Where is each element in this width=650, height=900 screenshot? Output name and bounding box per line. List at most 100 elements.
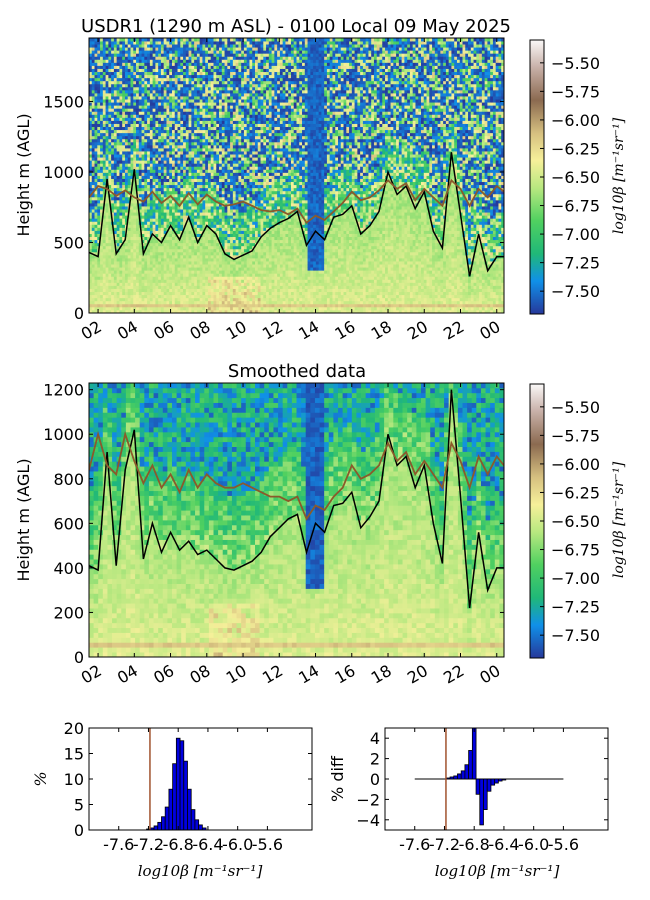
heatmap-cell	[102, 306, 106, 311]
heatmap-cell	[210, 105, 214, 109]
heatmap-cell	[89, 285, 93, 289]
heatmap-cell	[213, 279, 217, 283]
heatmap-cell	[207, 117, 212, 121]
heatmap-cell	[174, 245, 178, 250]
heatmap-cell	[230, 102, 234, 106]
heatmap-cell	[155, 199, 159, 204]
heatmap-cell	[205, 59, 209, 63]
heatmap-cell	[108, 193, 112, 198]
heatmap-cell	[224, 117, 228, 121]
heatmap-cell	[196, 144, 201, 149]
heatmap-cell	[111, 175, 115, 179]
heatmap-cell	[191, 108, 195, 112]
heatmap-cell	[213, 175, 217, 179]
heatmap-cell	[174, 89, 178, 94]
heatmap-cell	[194, 151, 198, 155]
heatmap-cell	[194, 261, 198, 265]
heatmap-cell	[185, 279, 189, 283]
heatmap-cell	[166, 53, 170, 57]
heatmap-cell	[227, 151, 231, 155]
heatmap-cell	[207, 267, 212, 271]
heatmap-cell	[116, 206, 120, 210]
heatmap-cell	[97, 129, 101, 134]
heatmap-cell	[111, 163, 115, 167]
heatmap-cell	[185, 306, 189, 311]
heatmap-cell	[207, 154, 212, 158]
heatmap-cell	[174, 236, 178, 241]
heatmap-cell	[191, 206, 195, 210]
heatmap-cell	[210, 309, 214, 313]
heatmap-cell	[216, 294, 220, 299]
heatmap-cell	[202, 273, 206, 277]
heatmap-cell	[224, 196, 228, 201]
heatmap-cell	[97, 236, 101, 241]
heatmap-cell	[94, 71, 98, 76]
heatmap-cell	[238, 251, 242, 256]
heatmap-cell	[160, 279, 165, 283]
heatmap-cell	[196, 303, 201, 308]
heatmap-cell	[219, 169, 223, 173]
heatmap-cell	[188, 309, 192, 313]
heatmap-cell	[188, 126, 192, 131]
heatmap-cell	[169, 50, 173, 54]
heatmap-cell	[124, 120, 129, 124]
heatmap-cell	[235, 111, 239, 115]
heatmap-cell	[199, 282, 203, 286]
heatmap-cell	[207, 300, 212, 305]
heatmap-cell	[219, 102, 223, 106]
heatmap-cell	[216, 270, 220, 274]
heatmap-cell	[169, 172, 173, 176]
heatmap-cell	[163, 175, 167, 179]
heatmap-cell	[227, 196, 231, 201]
heatmap-cell	[230, 96, 234, 100]
heatmap-cell	[180, 99, 184, 103]
heatmap-cell	[221, 245, 225, 250]
heatmap-cell	[102, 44, 106, 48]
heatmap-cell	[180, 175, 184, 179]
heatmap-cell	[116, 89, 120, 94]
heatmap-cell	[155, 108, 159, 112]
heatmap-cell	[113, 111, 118, 115]
heatmap-cell	[152, 120, 156, 124]
heatmap-cell	[232, 236, 237, 241]
heatmap-cell	[191, 53, 195, 57]
heatmap-cell	[227, 47, 231, 51]
heatmap-cell	[188, 108, 192, 112]
heatmap-cell	[105, 190, 109, 195]
heatmap-cell	[133, 267, 137, 271]
heatmap-cell	[152, 248, 156, 253]
heatmap-cell	[221, 209, 225, 213]
heatmap-cell	[105, 251, 109, 256]
heatmap-cell	[172, 38, 176, 42]
heatmap-cell	[122, 71, 126, 76]
heatmap-cell	[207, 138, 212, 143]
heatmap-cell	[177, 285, 181, 289]
heatmap-cell	[174, 41, 178, 45]
heatmap-cell	[138, 215, 142, 219]
heatmap-cell	[89, 105, 93, 109]
heatmap-cell	[124, 169, 129, 173]
heatmap-cell	[158, 157, 162, 161]
heatmap-cell	[238, 303, 242, 308]
heatmap-cell	[180, 184, 184, 189]
heatmap-cell	[210, 44, 214, 48]
heatmap-cell	[160, 242, 165, 247]
heatmap-cell	[185, 148, 189, 152]
heatmap-cell	[119, 251, 123, 256]
heatmap-cell	[235, 239, 239, 244]
heatmap-cell	[149, 123, 154, 128]
heatmap-cell	[232, 157, 237, 161]
heatmap-cell	[238, 138, 242, 143]
heatmap-cell	[133, 264, 137, 268]
heatmap-cell	[91, 178, 95, 183]
heatmap-cell	[180, 258, 184, 262]
heatmap-cell	[213, 218, 217, 222]
heatmap-cell	[174, 300, 178, 305]
heatmap-cell	[89, 242, 93, 247]
heatmap-cell	[219, 71, 223, 76]
heatmap-cell	[213, 86, 217, 91]
heatmap-cell	[141, 184, 145, 189]
heatmap-cell	[127, 236, 131, 241]
heatmap-cell	[210, 206, 214, 210]
heatmap-cell	[221, 291, 225, 296]
